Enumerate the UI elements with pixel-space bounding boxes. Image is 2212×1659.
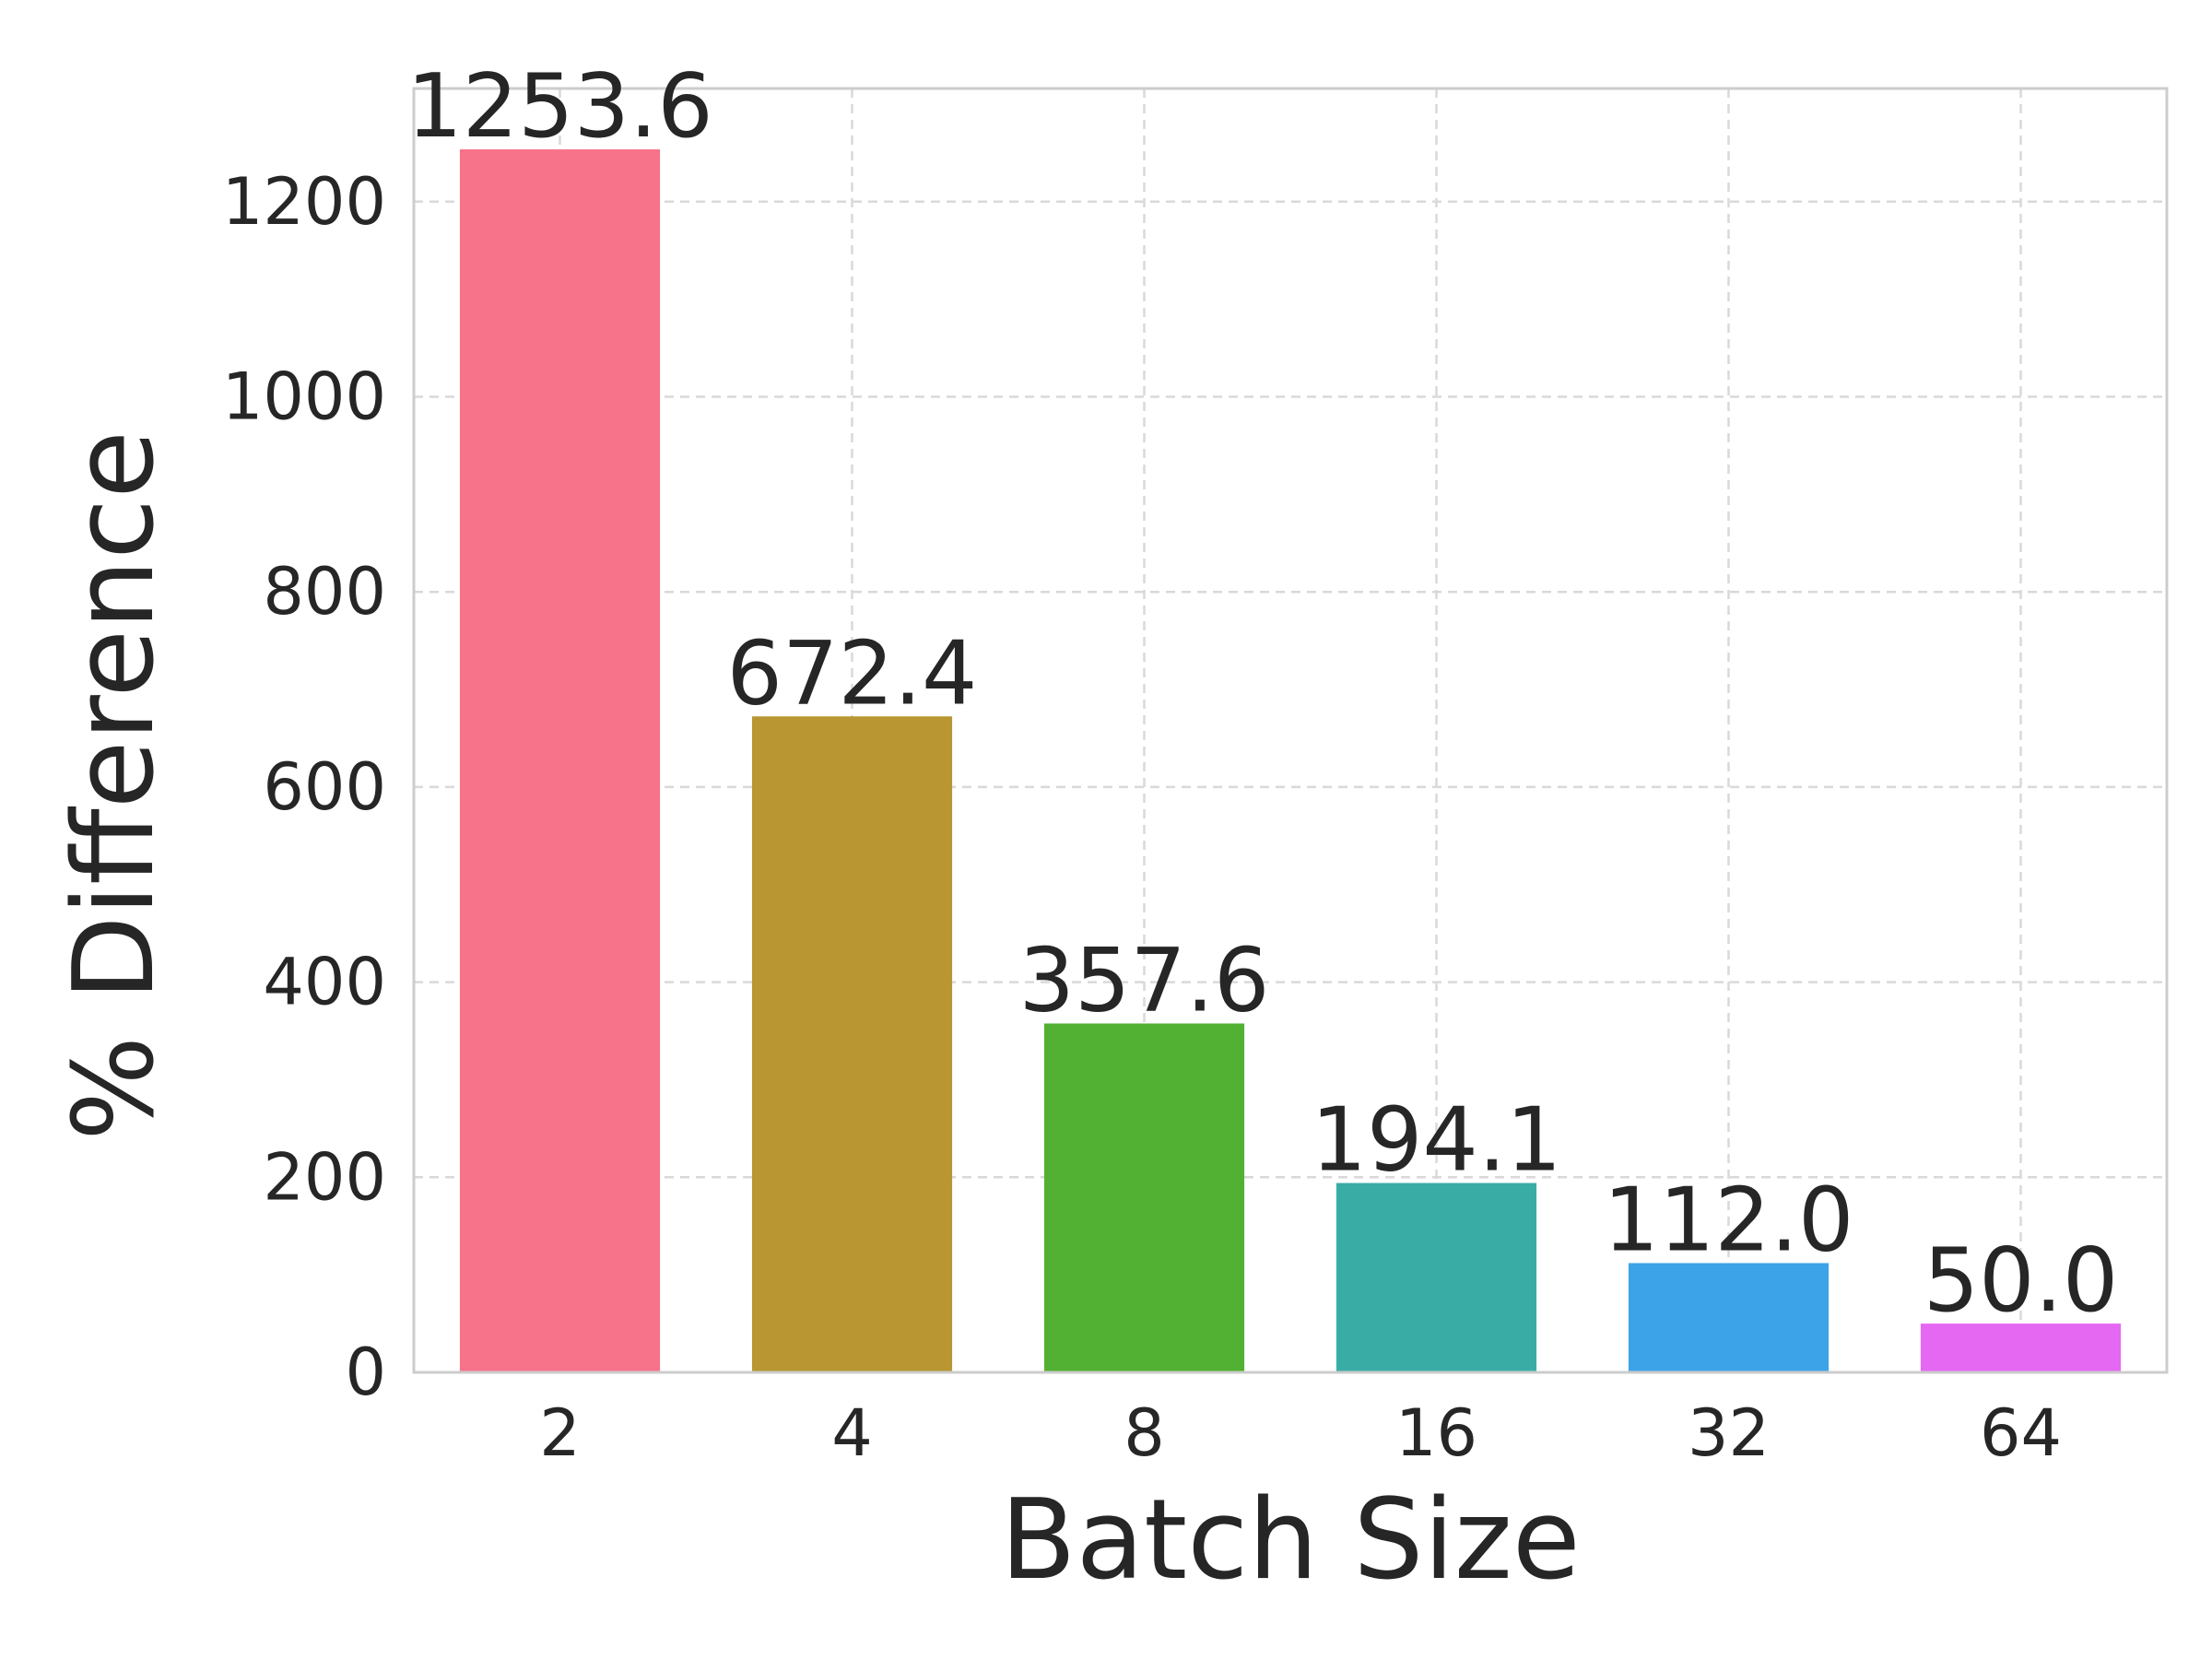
x-tick-label: 32 [1688, 1395, 1770, 1471]
x-axis-title: Batch Size [1000, 1477, 1580, 1605]
bars [459, 149, 2122, 1373]
data-label: 194.1 [1312, 1090, 1562, 1192]
y-tick-label: 0 [345, 1335, 386, 1410]
y-tick-label: 200 [263, 1139, 386, 1215]
y-axis-ticks: 0 200 400 600 800 1000 1200 [222, 164, 386, 1410]
y-tick-label: 600 [263, 749, 386, 825]
data-labels: 1253.6 672.4 357.6 194.1 112.0 50.0 [406, 56, 2118, 1332]
bar [1335, 1182, 1537, 1372]
data-label: 672.4 [727, 623, 978, 724]
x-tick-label: 8 [1124, 1395, 1165, 1471]
data-label: 112.0 [1604, 1170, 1854, 1271]
plot-frame [412, 87, 2169, 1374]
y-axis-title: % Difference [51, 430, 179, 1141]
x-tick-label: 4 [831, 1395, 873, 1471]
x-tick-label: 16 [1395, 1395, 1477, 1471]
data-label: 357.6 [1019, 930, 1270, 1031]
bar [459, 149, 661, 1373]
y-tick-label: 800 [263, 554, 386, 629]
x-axis-ticks: 2 4 8 16 32 64 [539, 1395, 2062, 1471]
grid [414, 88, 2167, 1372]
y-tick-label: 400 [263, 945, 386, 1020]
bar [1043, 1023, 1245, 1372]
y-tick-label: 1000 [222, 359, 386, 434]
data-label: 1253.6 [406, 56, 712, 158]
bar [1920, 1324, 2122, 1372]
bar [751, 716, 953, 1372]
x-tick-label: 64 [1980, 1395, 2062, 1471]
x-tick-label: 2 [539, 1395, 581, 1471]
data-label: 50.0 [1924, 1230, 2119, 1332]
bar [1628, 1263, 1830, 1372]
y-tick-label: 1200 [222, 164, 386, 240]
